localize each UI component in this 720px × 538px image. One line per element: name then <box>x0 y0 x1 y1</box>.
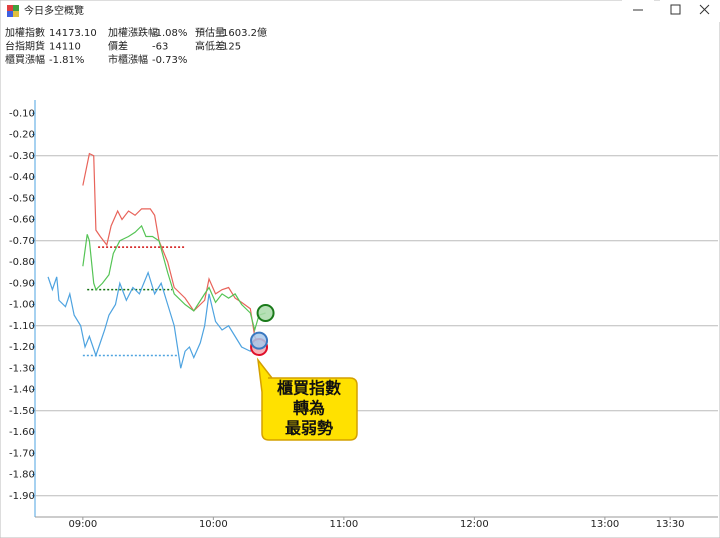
stat-label: 加權指數 <box>5 26 45 39</box>
stat-value: 125 <box>222 42 241 53</box>
y-tick-label: -0.70 <box>9 236 35 247</box>
stat-label: 市櫃漲幅 <box>108 53 148 66</box>
window-icon <box>7 5 19 17</box>
y-tick-label: -0.90 <box>9 278 35 289</box>
callout-text: 櫃買指數 <box>277 379 341 398</box>
stat-label: 台指期貨 <box>5 40 45 53</box>
x-tick-label: 11:00 <box>329 519 358 530</box>
y-tick-label: -0.80 <box>9 257 35 268</box>
stat-value: -63 <box>152 42 168 53</box>
x-tick-label: 13:00 <box>590 519 619 530</box>
y-tick-label: -1.80 <box>9 470 35 481</box>
series-line <box>82 224 266 333</box>
stat-label: 預估量 <box>195 26 225 39</box>
maximize-button[interactable] <box>660 0 692 22</box>
x-tick-label: 09:00 <box>68 519 97 530</box>
stat-value: 14173.10 <box>49 28 97 39</box>
y-tick-label: -0.10 <box>9 108 35 119</box>
x-tick-label: 13:30 <box>656 519 685 530</box>
stat-value: 1603.2億 <box>222 26 267 39</box>
close-button[interactable] <box>690 0 720 22</box>
minimize-button[interactable] <box>622 0 654 22</box>
y-tick-label: -1.70 <box>9 448 35 459</box>
y-tick-label: -1.20 <box>9 342 35 353</box>
y-tick-label: -0.30 <box>9 151 35 162</box>
stat-value: -0.73% <box>152 55 187 66</box>
y-tick-label: -0.20 <box>9 130 35 141</box>
callout-text: 轉為 <box>293 399 325 418</box>
end-marker <box>256 304 275 322</box>
y-tick-label: -0.40 <box>9 172 35 183</box>
stat-value: -1.81% <box>49 55 84 66</box>
y-tick-label: -0.50 <box>9 193 35 204</box>
callout-text: 最弱勢 <box>285 419 333 438</box>
stat-label: 加權漲跌幅 <box>108 26 158 39</box>
callout-box <box>256 357 358 441</box>
stat-label: 櫃買漲幅 <box>5 53 45 66</box>
y-tick-label: -1.30 <box>9 363 35 374</box>
stat-label: 高低差 <box>195 40 225 53</box>
stat-label: 價差 <box>108 40 128 53</box>
y-tick-label: -1.90 <box>9 491 35 502</box>
stat-value: 14110 <box>49 42 81 53</box>
y-tick-label: -1.10 <box>9 321 35 332</box>
x-tick-label: 10:00 <box>199 519 228 530</box>
y-tick-label: -0.60 <box>9 215 35 226</box>
stat-value: -1.08% <box>152 28 187 39</box>
y-tick-label: -1.50 <box>9 406 35 417</box>
x-tick-label: 12:00 <box>460 519 489 530</box>
y-tick-label: -1.60 <box>9 427 35 438</box>
y-tick-label: -1.40 <box>9 385 35 396</box>
y-tick-label: -1.00 <box>9 300 35 311</box>
series-line <box>47 270 260 369</box>
end-marker <box>250 331 269 350</box>
window-title: 今日多空概覽 <box>24 4 84 17</box>
